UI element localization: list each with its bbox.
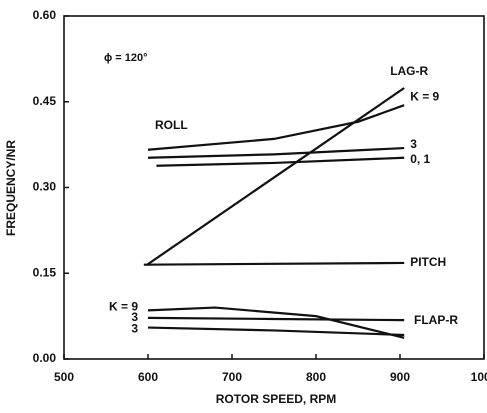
series-label: K = 9: [109, 300, 138, 314]
x-tick-label: 1000: [471, 370, 487, 384]
y-tick-label: 0.00: [33, 351, 57, 365]
series-line: [147, 146, 405, 159]
x-tick-label: 700: [222, 370, 242, 384]
series-line: [147, 326, 405, 337]
series-line: [147, 104, 405, 151]
annotation: ϕ = 120°: [104, 52, 148, 64]
annotation: ROLL: [155, 118, 188, 132]
series-line: [156, 156, 405, 167]
series-label: LAG-R: [390, 64, 428, 78]
series-label: K = 9: [410, 89, 439, 103]
y-tick-label: 0.30: [33, 180, 57, 194]
x-tick-label: 900: [390, 370, 410, 384]
series-line: [145, 87, 405, 267]
y-tick-label: 0.45: [33, 94, 57, 108]
y-tick-label: 0.60: [33, 8, 57, 22]
series-label: 3: [410, 137, 417, 151]
x-tick-label: 600: [138, 370, 158, 384]
series-line: [143, 261, 405, 266]
y-tick-label: 0.15: [33, 265, 57, 279]
x-tick-label: 800: [306, 370, 326, 384]
x-axis-title: ROTOR SPEED, RPM: [216, 392, 336, 406]
y-axis-title: FREQUENCY/NR: [4, 140, 18, 236]
series-line: [147, 306, 405, 339]
series-label: 0, 1: [410, 152, 430, 166]
series-label: PITCH: [410, 255, 446, 269]
series-label: 3: [131, 322, 138, 336]
series-label: 3: [131, 310, 138, 324]
series-line: [147, 316, 405, 322]
x-tick-label: 500: [54, 370, 74, 384]
annotation: FLAP-R: [414, 313, 458, 327]
